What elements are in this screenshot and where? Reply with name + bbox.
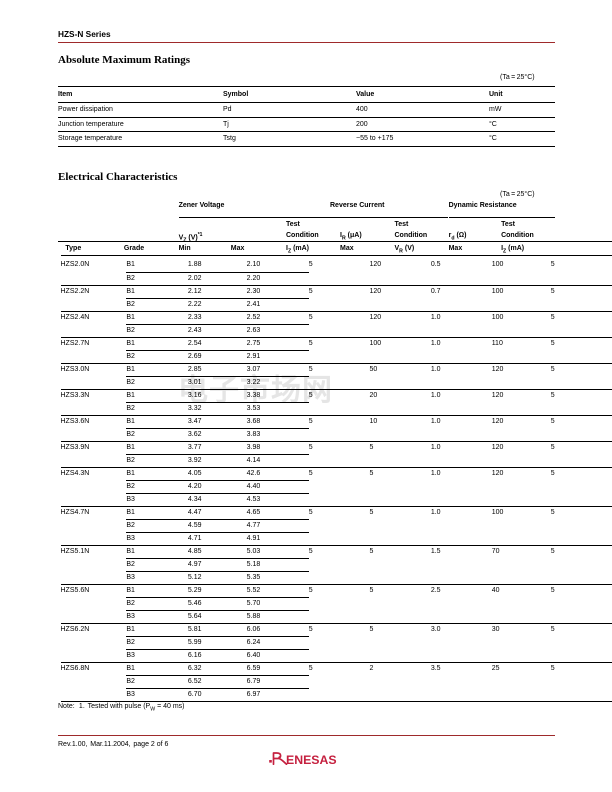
svg-text:ENESAS: ENESAS bbox=[286, 753, 337, 765]
